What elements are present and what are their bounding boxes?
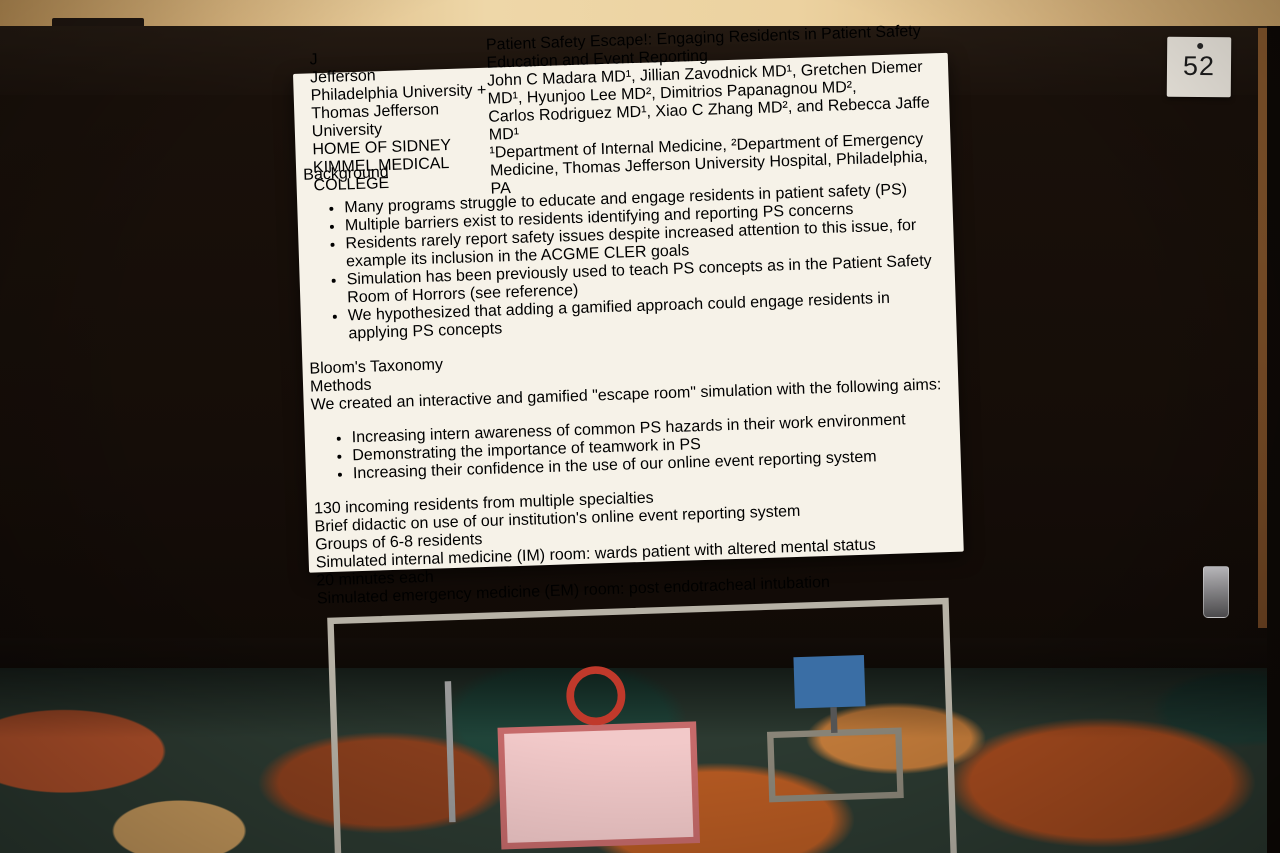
board-rail-tab — [52, 18, 144, 28]
methods-bullets: Increasing intern awareness of common PS… — [312, 410, 954, 485]
poster-column-left: Background Many programs struggle to edu… — [303, 146, 1006, 853]
research-poster: J Jefferson Philadelphia University + Th… — [293, 23, 964, 853]
board-number: 52 — [1182, 50, 1216, 82]
jefferson-logo-mark-icon: J — [309, 51, 318, 69]
poster-header: J Jefferson Philadelphia University + Th… — [300, 23, 943, 198]
im-room-schematic — [327, 597, 962, 853]
room-schematics — [317, 588, 1005, 853]
logo-tagline-2: Thomas Jefferson University — [311, 101, 440, 141]
background-bullets: Many programs struggle to educate and en… — [304, 180, 949, 345]
board-frame-right — [1267, 26, 1280, 853]
board-frame-wood-strip — [1258, 28, 1267, 628]
drinking-glass — [1203, 566, 1229, 618]
board-number-card: 52 — [1166, 36, 1232, 98]
push-pin — [1197, 42, 1204, 50]
